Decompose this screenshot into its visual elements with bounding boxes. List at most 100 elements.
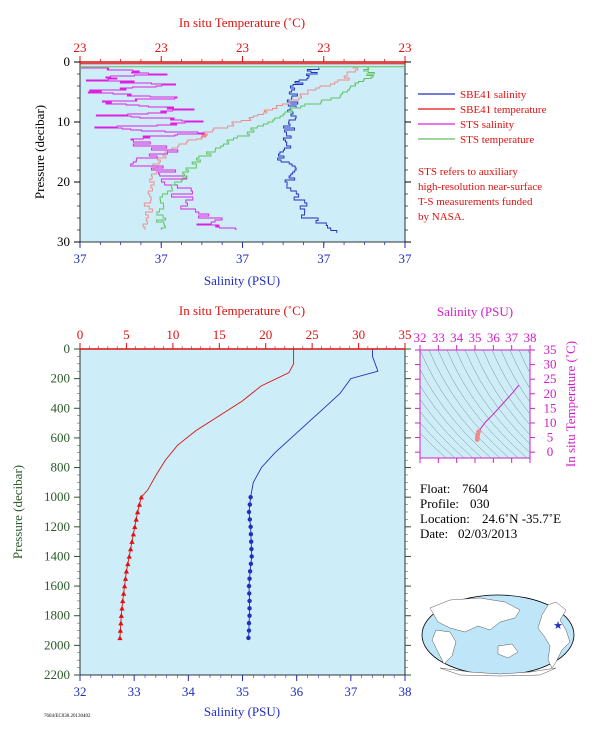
ts-right-tick-label: 0 [547,444,554,459]
legend-label: SBE41 salinity [460,89,527,101]
main-y-tick-label: 600 [51,430,71,445]
top-chart-bottom-tick-label: 37 [74,251,88,266]
float-value: 7604 [462,481,489,496]
main-y-tick-label: 1800 [44,608,70,623]
ts-top-tick-label: 35 [469,330,482,345]
top-chart-bottom-tick-label: 37 [236,251,250,266]
location-label: Location: [420,511,470,526]
main-top-tick-label: 10 [166,327,179,342]
ts-top-tick-label: 34 [450,330,464,345]
main-top-tick-label: 0 [77,327,84,342]
salinity-marker [247,606,252,611]
float-location-star: ★ [553,620,563,632]
location-value: 24.6˚N -35.7˚E [482,511,561,526]
ts-density-contour [420,350,501,458]
salinity-marker [247,613,252,618]
main-top-tick-label: 15 [213,327,226,342]
map-americas [537,601,571,669]
temperature-marker [117,627,123,633]
top-chart-plot-area [79,61,406,243]
main-y-tick-label: 400 [51,400,71,415]
temperature-line [119,349,295,639]
main-top-tick-label: 30 [352,327,365,342]
ts-density-contour [428,350,510,458]
map-africa [431,629,457,665]
ts-top-tick-label: 38 [524,330,537,345]
main-chart-axes: 0 5 10 15 20 25 30 35 32 33 34 35 36 37 38 0 200 400 600 80… [44,327,412,699]
date-label: Date: [420,526,448,541]
ts-density-contour [509,350,530,390]
temperature-marker [132,524,138,530]
temperature-marker [118,620,124,626]
main-bottom-tick-label: 33 [128,684,141,699]
ts-top-tick-label: 37 [505,330,519,345]
ts-top-tick-label: 32 [414,330,427,345]
top-series-line [81,67,237,230]
main-y-tick-label: 800 [51,460,71,475]
salinity-marker [247,502,253,507]
top-series-line [155,67,375,230]
ts-top-tick-label: 33 [432,330,445,345]
top-chart-x-label: Salinity (PSU) [204,273,280,288]
ts-right-tick-label: 20 [544,386,557,401]
ts-right-tick-label: 30 [544,357,557,372]
temperature-marker [125,561,131,567]
float-label: Float: [420,481,450,496]
salinity-marker [247,591,252,596]
temperature-marker [134,509,141,515]
temperature-marker [130,531,136,537]
sts-note-line: high-resolution near-surface [418,181,542,193]
top-chart: 23 23 23 23 23 37 37 37 37 37 0 10 20 30 In situ Temp… [32,15,412,288]
temperature-marker [118,613,124,618]
main-y-tick-label: 2200 [44,667,70,682]
main-chart-y-label: Pressure (decibar) [10,465,25,559]
top-chart-y-tick-label: 10 [57,114,70,129]
main-top-tick-label: 5 [123,327,130,342]
ts-density-contour [482,350,530,426]
main-chart-series [117,349,379,641]
ts-right-tick-label: 10 [544,415,557,430]
main-y-tick-label: 1000 [44,489,70,504]
profile-value: 030 [470,496,490,511]
main-bottom-tick-label: 32 [74,684,87,699]
top-chart-bottom-tick-label: 37 [399,251,413,266]
main-bottom-tick-label: 36 [290,684,304,699]
salinity-marker [249,546,254,552]
ts-density-contour [420,384,483,458]
main-chart: 0 5 10 15 20 25 30 35 32 33 34 35 36 37 38 0 200 400 600 80… [10,303,412,719]
top-chart-legend: SBE41 salinity SBE41 temperature STS salin… [418,89,547,146]
main-bottom-tick-label: 38 [399,684,412,699]
ts-density-contour [500,350,530,403]
map-antarctica [439,667,557,677]
profile-label: Profile: [420,496,459,511]
salinity-marker [246,620,252,626]
main-top-tick-label: 35 [399,327,412,342]
salinity-marker [247,569,253,574]
salinity-marker [247,598,252,604]
main-top-tick-label: 25 [306,327,319,342]
ts-density-contour [464,350,530,445]
sts-note-line: by NASA. [418,211,465,223]
main-top-tick-label: 20 [259,327,272,342]
main-chart-x-label: Salinity (PSU) [204,704,280,719]
top-chart-top-tick-label: 23 [74,40,87,55]
ts-top-axis-title: Salinity (PSU) [437,304,513,319]
ts-density-contour [420,398,474,458]
top-chart-y-tick-label: 0 [64,54,71,69]
main-y-tick-label: 1600 [44,578,70,593]
top-chart-top-tick-label: 23 [317,40,330,55]
ts-density-contour [446,350,528,458]
top-chart-y-tick-label: 30 [57,234,70,249]
temperature-marker [119,605,125,611]
main-y-tick-label: 1200 [44,519,70,534]
top-series-line [277,67,338,233]
salinity-marker [247,576,252,581]
ts-density-contour [420,432,447,458]
temperature-marker [138,494,144,500]
temperature-marker [123,568,130,574]
ts-right-tick-label: 25 [544,371,557,386]
main-chart-top-axis-title: In situ Temperature (˚C) [179,303,305,318]
legend-label: STS salinity [460,119,515,131]
temperature-marker [136,501,143,507]
